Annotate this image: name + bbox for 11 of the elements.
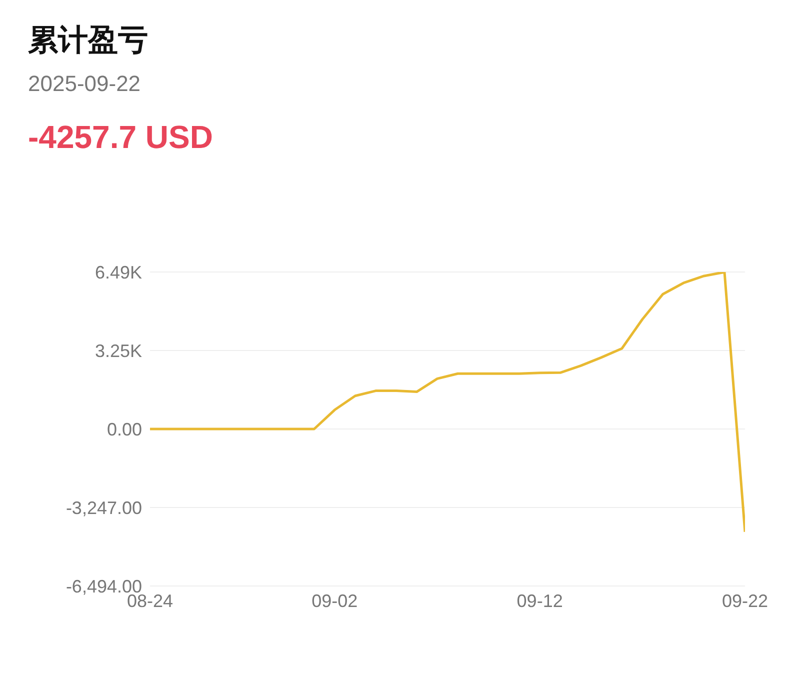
text: -4257.7 USD	[28, 119, 214, 156]
chart-subtitle: 2025-09-22	[28, 71, 142, 97]
y-tick-label: -3,247.00	[66, 498, 142, 518]
y-tick-label: 3.25K	[94, 340, 142, 361]
line-series	[150, 272, 745, 534]
x-tick-label: 09-02	[312, 590, 358, 611]
x-tick-label: 09-22	[722, 590, 768, 611]
x-tick-label: 09-12	[516, 590, 563, 611]
chart-title: 累计盈亏	[28, 22, 149, 60]
y-tick-label: 6.49K	[94, 262, 142, 282]
y-tick-label: 0.00	[106, 419, 142, 440]
